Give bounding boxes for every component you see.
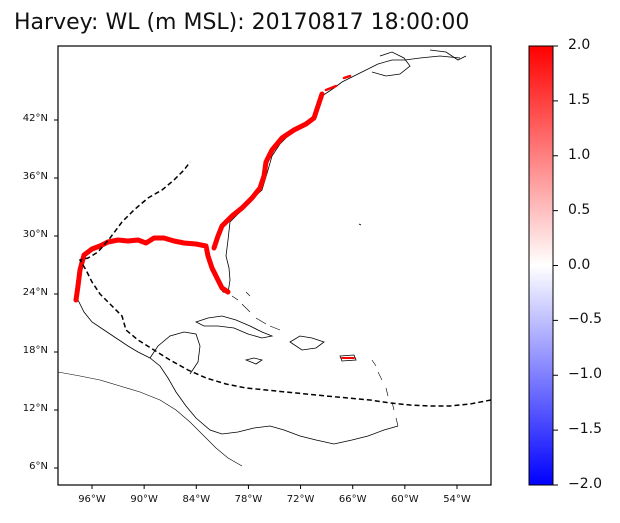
colorbar-tick-label: 1.0 xyxy=(568,146,591,163)
storm-track xyxy=(78,161,491,407)
puerto-rico-outline xyxy=(339,354,357,362)
lon-label: 66°W xyxy=(338,494,367,505)
colorbar-tick-label: 0.5 xyxy=(568,201,591,218)
colorbar-tick-label: −0.5 xyxy=(568,311,602,328)
lat-label: 36°N xyxy=(22,171,48,182)
lat-label: 12°N xyxy=(22,403,48,414)
colorbar-tick-label: −2.0 xyxy=(568,476,602,492)
lon-label: 90°W xyxy=(130,494,158,505)
bermuda-island xyxy=(358,223,362,226)
bahamas-islands xyxy=(231,291,281,331)
lon-label: 60°W xyxy=(391,494,419,505)
surge-gulf-coast xyxy=(73,235,231,303)
colorbar-tick-label: 0.0 xyxy=(568,256,591,273)
colorbar xyxy=(528,45,554,486)
pacific-coastline xyxy=(58,371,243,467)
colorbar-tick-label: −1.0 xyxy=(568,366,602,383)
map-title: Harvey: WL (m MSL): 20170817 18:00:00 xyxy=(14,10,470,35)
lat-label: 42°N xyxy=(22,113,48,124)
yucatan-coastline xyxy=(149,331,201,375)
mexico-coastline xyxy=(75,261,399,445)
lat-label: 30°N xyxy=(22,229,48,240)
colorbar-tick-label: 1.5 xyxy=(568,91,591,108)
lesser-antilles xyxy=(371,359,399,427)
lat-label: 24°N xyxy=(22,287,48,298)
lon-label: 54°W xyxy=(443,494,471,505)
lon-label: 72°W xyxy=(286,494,315,505)
lon-label: 96°W xyxy=(78,494,106,505)
surge-new-england xyxy=(324,74,352,92)
lon-label: 84°W xyxy=(182,494,211,505)
colorbar-tick-label: 2.0 xyxy=(568,37,591,53)
hispaniola-outline xyxy=(289,335,325,351)
map-frame xyxy=(57,45,492,486)
canada-coastline xyxy=(371,49,467,77)
cuba-outline xyxy=(194,315,274,339)
lon-label: 78°W xyxy=(234,494,263,505)
surge-atlantic-coast xyxy=(211,91,325,251)
colorbar-tick-label: −1.5 xyxy=(568,421,602,438)
lat-label: 18°N xyxy=(22,345,48,356)
jamaica-outline xyxy=(244,357,263,365)
lat-label: 6°N xyxy=(29,461,48,472)
